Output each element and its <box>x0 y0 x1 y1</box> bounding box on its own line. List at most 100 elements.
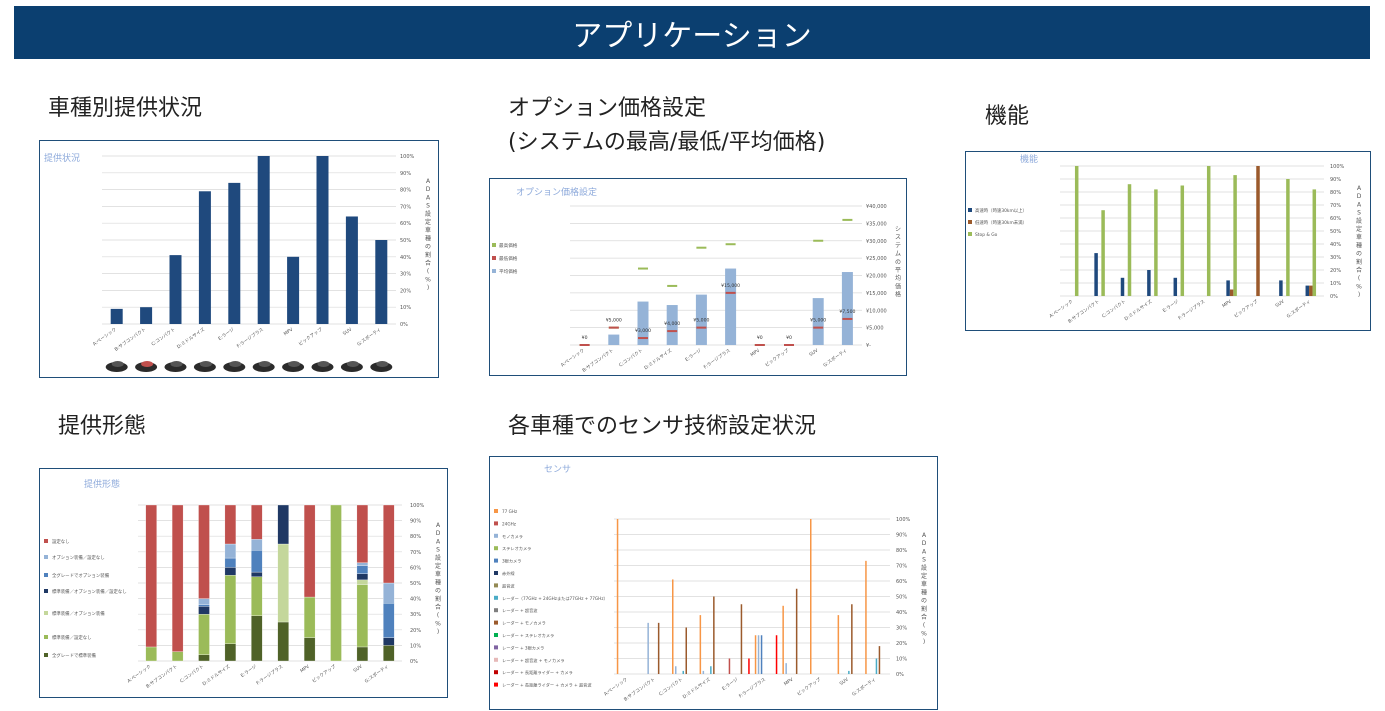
functions-ytick-label: 0% <box>1330 294 1338 300</box>
offering-stack-segment <box>224 557 237 568</box>
offering-ytick-label: 30% <box>410 612 421 618</box>
functions-ytick-label: 50% <box>1330 229 1341 235</box>
offering-legend-label: 標準装備／オプション装備／設定なし <box>52 588 127 595</box>
chart-panel-availability: 提供状況 100% 90% 80% 70% 60% 50% 40% 30% 20% 10% 0% A D A… <box>39 140 439 378</box>
sensors-legend-label: モノカメラ <box>502 534 523 540</box>
offering-stack-segment <box>330 504 342 662</box>
sensors-ylabel-char: ( <box>923 622 925 629</box>
offering-ytick-label: 50% <box>410 581 421 587</box>
functions-bar <box>1154 189 1158 296</box>
option-data-label: ¥0 <box>786 335 792 341</box>
sensors-bar <box>785 663 787 674</box>
option-min-marker <box>638 337 648 340</box>
offering-stack-segment <box>356 646 369 662</box>
section-title-option-price: オプション価格設定 (システムの最高/最低/平均価格) <box>508 92 825 160</box>
offering-legend-swatch <box>44 611 48 615</box>
offering-stack-segment <box>171 504 184 652</box>
sensors-ylabel-char: の <box>921 598 927 605</box>
offering-legend-label: 標準装備／オプション装備 <box>52 610 105 617</box>
availability-xtick-label: MPV <box>283 326 295 337</box>
functions-ylabel-char: 車 <box>1356 233 1362 241</box>
option-legend-swatch <box>492 243 496 247</box>
sensors-legend-label: レーダー + 3眼カメラ <box>502 644 544 651</box>
functions-ytick-label: 20% <box>1330 268 1341 274</box>
offering-ytick-label: 70% <box>410 550 421 556</box>
functions-bar <box>1312 189 1317 296</box>
car-image-roof-icon <box>170 361 183 367</box>
sensors-legend-label: レーダー（77GHz + 24GHzまたは77GHz + 77GHz） <box>502 595 608 602</box>
sensors-ytick-label: 40% <box>896 610 907 616</box>
sensors-bar <box>685 627 687 674</box>
functions-xtick-label: C:コンパクト <box>1101 299 1127 320</box>
chart-option-price: オプション価格設定 ¥40,000 ¥35,000 ¥30,000 ¥25,000 ¥20… <box>492 186 901 374</box>
sensors-ytick-label: 90% <box>896 533 907 539</box>
sensors-legend-label: 3眼カメラ <box>502 559 521 565</box>
car-image-roof-icon <box>111 361 124 367</box>
sensors-xtick-label: C:コンパクト <box>658 677 684 698</box>
option-data-label: ¥5,000 <box>606 318 622 324</box>
sensors-bar <box>837 615 840 674</box>
chart-panel-offering: 提供形態 100% 90% 80% 70% 60% 50% 40% 30% 20% 10% 0% A D A… <box>39 468 448 698</box>
option-min-marker <box>842 317 853 320</box>
functions-ytick-label: 40% <box>1330 242 1341 248</box>
sensors-legend-swatch <box>494 558 498 563</box>
offering-legend-label: 全グレードでオプション装備 <box>52 572 110 579</box>
option-ylabel-char: 価 <box>895 282 901 290</box>
offering-stack-segment <box>383 645 395 662</box>
offering-ytick-label: 0% <box>410 659 418 665</box>
functions-legend-label: 高速時（時速30km以上） <box>975 207 1027 214</box>
offering-ylabel-char: 設 <box>435 554 441 562</box>
option-min-marker <box>754 344 765 346</box>
offering-legend-swatch <box>44 573 48 577</box>
option-min-marker <box>608 326 619 329</box>
option-ylabel-char: テ <box>895 242 901 249</box>
sensors-legend-label: レーダー + 超音波 <box>502 607 538 614</box>
offering-stack-segment <box>145 646 157 662</box>
functions-ytick-label: 30% <box>1330 255 1341 261</box>
option-ylabel-char: 均 <box>895 274 901 282</box>
functions-bar <box>1226 280 1230 296</box>
availability-title: 提供状況 <box>44 152 80 164</box>
car-image-roof-icon <box>346 361 359 367</box>
sensors-bar <box>702 670 705 674</box>
sensors-bar <box>848 670 850 674</box>
section-title-sensors: 各車種でのセンサ技術設定状況 <box>508 414 817 439</box>
availability-ylabel-char: ) <box>427 285 429 292</box>
functions-ylabel-char: D <box>1357 193 1362 200</box>
functions-bar <box>1206 166 1211 296</box>
functions-ylabel-char: 合 <box>1356 266 1362 274</box>
availability-xtick-label: G:スポーティ <box>356 326 383 348</box>
functions-bar <box>1233 175 1237 296</box>
offering-ylabel-char: D <box>436 530 441 537</box>
functions-bar <box>1094 253 1098 296</box>
option-min-marker <box>784 344 794 346</box>
offering-stack-segment <box>277 543 289 623</box>
functions-bar <box>1305 285 1310 296</box>
option-avg-bar <box>812 298 824 345</box>
offering-stack-segment <box>198 654 210 662</box>
functions-ylabel-char: の <box>1356 251 1362 258</box>
availability-ylabel-char: A <box>426 178 431 185</box>
option-xtick-label: A:ベーシック <box>560 348 586 369</box>
offering-stack-segment <box>224 643 237 662</box>
sensors-bar <box>713 596 715 674</box>
availability-ylabel-char: D <box>426 186 431 193</box>
sensors-bar <box>760 635 763 674</box>
offering-ylabel-char: の <box>435 588 441 595</box>
offering-stack-segment <box>171 651 184 662</box>
sensors-legend-swatch <box>494 657 498 662</box>
option-ytick-label: ¥5,000 <box>866 326 884 332</box>
option-ytick-label: ¥25,000 <box>866 256 887 262</box>
functions-xtick-label: D:ミドルサイズ <box>1123 298 1154 323</box>
offering-legend-swatch <box>44 589 48 593</box>
sensors-xtick-label: SUV <box>839 676 851 687</box>
offering-ytick-label: 80% <box>410 534 421 540</box>
option-legend-label: 最低価格 <box>499 255 518 262</box>
sensors-ylabel-char: 種 <box>921 588 927 596</box>
offering-xtick-label: C:コンパクト <box>179 664 205 685</box>
availability-ylabel-char: ( <box>427 268 429 275</box>
offering-ylabel-char: 割 <box>435 595 441 603</box>
sensors-ylabel-char: D <box>922 540 927 547</box>
functions-ylabel-char: 種 <box>1356 241 1362 249</box>
availability-bar <box>228 182 241 324</box>
